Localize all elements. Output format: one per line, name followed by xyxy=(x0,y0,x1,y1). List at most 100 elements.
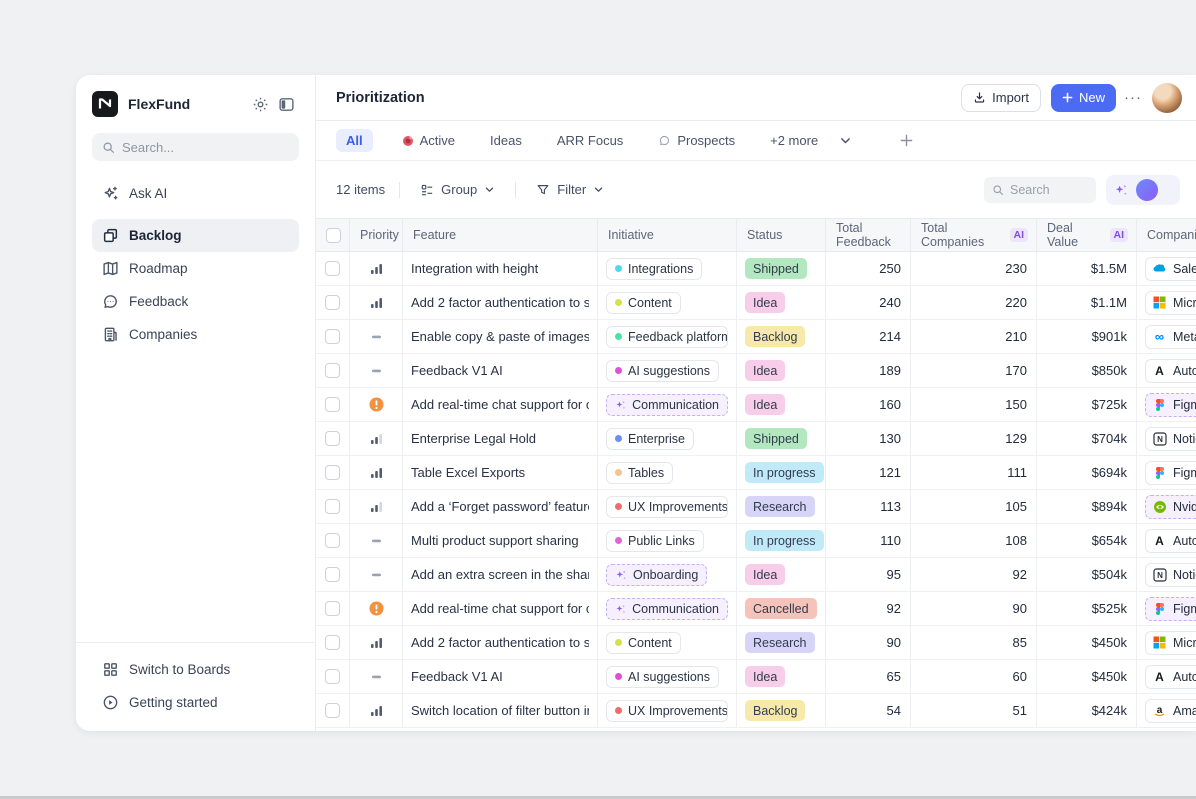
panel-toggle-icon[interactable] xyxy=(273,91,299,117)
deal-value-cell[interactable]: $1.5M xyxy=(1037,252,1137,285)
initiative-cell[interactable]: Enterprise xyxy=(598,422,737,455)
table-search-input[interactable]: Search xyxy=(984,176,1096,203)
initiative-cell[interactable]: Content xyxy=(598,626,737,659)
initiative-cell[interactable]: Public Links xyxy=(598,524,737,557)
feature-cell[interactable]: Add real-time chat support for cust... xyxy=(403,388,598,421)
priority-cell[interactable] xyxy=(350,626,403,659)
total-feedback-cell[interactable]: 110 xyxy=(826,524,911,557)
sidebar-item-feedback[interactable]: Feedback xyxy=(92,285,299,318)
sidebar-item-roadmap[interactable]: Roadmap xyxy=(92,252,299,285)
table-row[interactable]: Feedback V1 AI AI suggestions Idea 65 60 $450… xyxy=(316,660,1196,694)
row-checkbox-cell[interactable] xyxy=(316,286,350,319)
company-chip[interactable]: AAutodesk xyxy=(1145,664,1196,689)
table-row[interactable]: Integration with height Integrations Shipp… xyxy=(316,252,1196,286)
company-chip[interactable]: Figma xyxy=(1145,460,1196,485)
table-row[interactable]: Multi product support sharing Public Link… xyxy=(316,524,1196,558)
companies-cell[interactable]: AAutodesk xyxy=(1137,660,1196,693)
company-chip[interactable]: AAutodesk xyxy=(1145,358,1196,383)
priority-cell[interactable] xyxy=(350,252,403,285)
deal-value-cell[interactable]: $694k xyxy=(1037,456,1137,489)
status-cell[interactable]: Shipped xyxy=(737,252,826,285)
total-feedback-cell[interactable]: 130 xyxy=(826,422,911,455)
table-row[interactable]: Table Excel Exports Tables In progress 121 1… xyxy=(316,456,1196,490)
user-avatar[interactable] xyxy=(1152,82,1182,113)
total-feedback-cell[interactable]: 92 xyxy=(826,592,911,625)
company-chip[interactable]: Nvidea xyxy=(1145,494,1196,519)
total-feedback-cell[interactable]: 160 xyxy=(826,388,911,421)
row-checkbox-cell[interactable] xyxy=(316,660,350,693)
company-chip[interactable]: AAutodesk xyxy=(1145,528,1196,553)
total-feedback-cell[interactable]: 189 xyxy=(826,354,911,387)
tab-arr-focus[interactable]: ARR Focus xyxy=(556,133,624,148)
status-cell[interactable]: Idea xyxy=(737,558,826,591)
tab-prospects[interactable]: Prospects xyxy=(652,129,741,152)
total-companies-cell[interactable]: 85 xyxy=(911,626,1037,659)
priority-cell[interactable] xyxy=(350,524,403,557)
column-header-deal-value[interactable]: Deal Value AI xyxy=(1037,219,1137,251)
sidebar-search-input[interactable]: Search... xyxy=(92,133,299,161)
feature-cell[interactable]: Add an extra screen in the share pa... xyxy=(403,558,598,591)
tab-all[interactable]: All xyxy=(336,129,373,152)
initiative-cell[interactable]: Onboarding xyxy=(598,558,737,591)
status-cell[interactable]: Idea xyxy=(737,286,826,319)
total-feedback-cell[interactable]: 250 xyxy=(826,252,911,285)
row-checkbox-cell[interactable] xyxy=(316,490,350,523)
settings-gear-icon[interactable] xyxy=(247,91,273,117)
feature-cell[interactable]: Multi product support sharing xyxy=(403,524,598,557)
column-header-total-feedback[interactable]: Total Feedback xyxy=(826,219,911,251)
select-all-checkbox[interactable] xyxy=(326,227,341,243)
companies-cell[interactable]: Figma xyxy=(1137,592,1196,625)
feature-cell[interactable]: Feedback V1 AI xyxy=(403,354,598,387)
import-button[interactable]: Import xyxy=(961,83,1041,112)
priority-cell[interactable] xyxy=(350,320,403,353)
initiative-cell[interactable]: Feedback platform xyxy=(598,320,737,353)
table-row[interactable]: Add real-time chat support for cust... Co… xyxy=(316,592,1196,626)
deal-value-cell[interactable]: $1.1M xyxy=(1037,286,1137,319)
priority-cell[interactable] xyxy=(350,490,403,523)
column-header-feature[interactable]: Feature xyxy=(403,219,598,251)
status-cell[interactable]: In progress xyxy=(737,456,826,489)
group-button[interactable]: Group xyxy=(414,177,501,202)
initiative-chip[interactable]: Feedback platform xyxy=(606,325,728,348)
deal-value-cell[interactable]: $725k xyxy=(1037,388,1137,421)
column-header-status[interactable]: Status xyxy=(737,219,826,251)
total-companies-cell[interactable]: 111 xyxy=(911,456,1037,489)
initiative-chip[interactable]: Communication xyxy=(606,597,728,620)
deal-value-cell[interactable]: $525k xyxy=(1037,592,1137,625)
table-row[interactable]: Add an extra screen in the share pa... On… xyxy=(316,558,1196,592)
total-feedback-cell[interactable]: 240 xyxy=(826,286,911,319)
company-chip[interactable]: NNotion xyxy=(1145,562,1196,587)
row-checkbox-cell[interactable] xyxy=(316,524,350,557)
row-checkbox-cell[interactable] xyxy=(316,320,350,353)
table-row[interactable]: Feedback V1 AI AI suggestions Idea 189 170 $8… xyxy=(316,354,1196,388)
status-cell[interactable]: Backlog xyxy=(737,694,826,727)
total-companies-cell[interactable]: 60 xyxy=(911,660,1037,693)
deal-value-cell[interactable]: $424k xyxy=(1037,694,1137,727)
initiative-cell[interactable]: Integrations xyxy=(598,252,737,285)
feature-cell[interactable]: Enterprise Legal Hold xyxy=(403,422,598,455)
total-companies-cell[interactable]: 105 xyxy=(911,490,1037,523)
row-checkbox-cell[interactable] xyxy=(316,252,350,285)
status-cell[interactable]: Shipped xyxy=(737,422,826,455)
row-checkbox-cell[interactable] xyxy=(316,694,350,727)
row-checkbox[interactable] xyxy=(325,703,340,718)
initiative-chip[interactable]: Public Links xyxy=(606,529,704,552)
feature-cell[interactable]: Add 2 factor authentication to sign... xyxy=(403,286,598,319)
row-checkbox[interactable] xyxy=(325,261,340,276)
total-feedback-cell[interactable]: 95 xyxy=(826,558,911,591)
priority-cell[interactable] xyxy=(350,286,403,319)
table-row[interactable]: Add real-time chat support for cust... Co… xyxy=(316,388,1196,422)
row-checkbox[interactable] xyxy=(325,499,340,514)
total-companies-cell[interactable]: 220 xyxy=(911,286,1037,319)
initiative-chip[interactable]: UX Improvements xyxy=(606,495,728,518)
status-cell[interactable]: Idea xyxy=(737,388,826,421)
deal-value-cell[interactable]: $850k xyxy=(1037,354,1137,387)
row-checkbox-cell[interactable] xyxy=(316,422,350,455)
initiative-cell[interactable]: UX Improvements xyxy=(598,490,737,523)
status-cell[interactable]: Research xyxy=(737,626,826,659)
row-checkbox[interactable] xyxy=(325,567,340,582)
add-view-button[interactable] xyxy=(899,133,914,148)
total-companies-cell[interactable]: 230 xyxy=(911,252,1037,285)
company-chip[interactable]: Microsoft xyxy=(1145,630,1196,655)
priority-cell[interactable] xyxy=(350,354,403,387)
